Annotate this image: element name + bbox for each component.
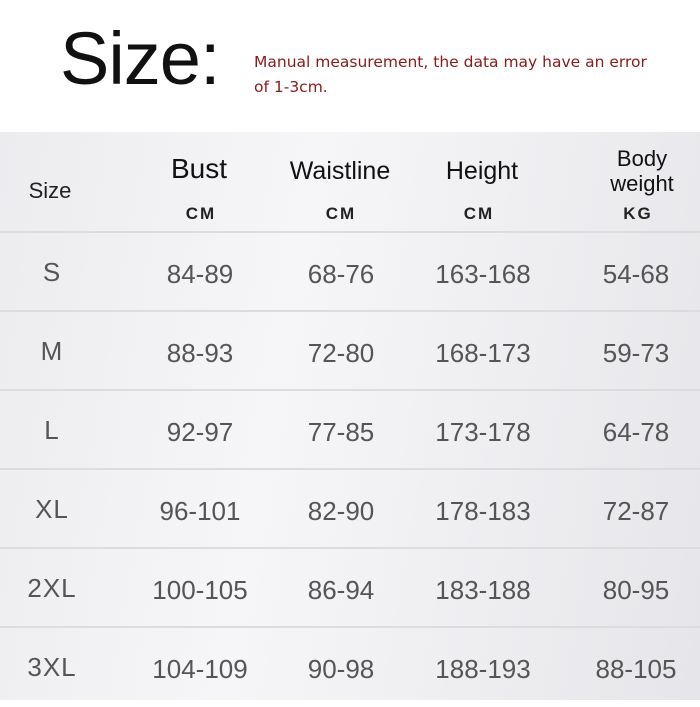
cell-size: S bbox=[42, 257, 62, 287]
cell-body-weight: 59-73 bbox=[602, 338, 670, 368]
cell-size: XL bbox=[35, 494, 69, 524]
cell-size: M bbox=[40, 336, 64, 366]
cell-height: 168-173 bbox=[435, 338, 531, 368]
header-body-weight-unit: KG bbox=[623, 204, 653, 223]
cell-size: 3XL bbox=[27, 652, 77, 682]
cell-body-weight: 80-95 bbox=[602, 575, 670, 605]
table-row: L 92-97 77-85 173-178 64-78 bbox=[0, 389, 700, 470]
header-bust-unit: CM bbox=[185, 204, 217, 223]
cell-waistline: 72-80 bbox=[307, 338, 375, 368]
cell-waistline: 90-98 bbox=[307, 654, 375, 684]
cell-height: 173-178 bbox=[435, 417, 531, 447]
cell-height: 188-193 bbox=[435, 654, 531, 684]
table-row: 2XL 100-105 86-94 183-188 80-95 bbox=[0, 547, 700, 628]
cell-bust: 88-93 bbox=[166, 338, 234, 368]
cell-bust: 92-97 bbox=[166, 417, 234, 447]
cell-size: 2XL bbox=[27, 573, 77, 603]
cell-body-weight: 54-68 bbox=[602, 259, 670, 289]
header-bust: Bust bbox=[170, 153, 228, 184]
measurement-note: Manual measurement, the data may have an… bbox=[254, 53, 647, 96]
table-row: XL 96-101 82-90 178-183 72-87 bbox=[0, 468, 700, 549]
cell-bust: 104-109 bbox=[152, 654, 248, 684]
page-title: Size: bbox=[60, 17, 221, 100]
header-waistline-unit: CM bbox=[325, 204, 357, 223]
cell-body-weight: 88-105 bbox=[595, 654, 677, 684]
header-height: Height bbox=[445, 157, 519, 185]
cell-size: L bbox=[44, 415, 60, 445]
header-height-unit: CM bbox=[463, 204, 495, 223]
cell-height: 178-183 bbox=[435, 496, 531, 526]
cell-height: 183-188 bbox=[435, 575, 531, 605]
table-header: Size Bust CM Waistline CM Height CM Body… bbox=[0, 132, 700, 232]
cell-body-weight: 64-78 bbox=[602, 417, 670, 447]
cell-waistline: 77-85 bbox=[307, 417, 375, 447]
header-waistline: Waistline bbox=[289, 157, 391, 185]
table-row: M 88-93 72-80 168-173 59-73 bbox=[0, 310, 700, 391]
cell-waistline: 82-90 bbox=[307, 496, 375, 526]
cell-body-weight: 72-87 bbox=[602, 496, 670, 526]
table-row: S 84-89 68-76 163-168 54-68 bbox=[0, 231, 700, 312]
cell-bust: 100-105 bbox=[152, 575, 248, 605]
size-table: Size Bust CM Waistline CM Height CM Body… bbox=[0, 132, 700, 700]
cell-waistline: 68-76 bbox=[307, 259, 375, 289]
cell-waistline: 86-94 bbox=[307, 575, 375, 605]
cell-bust: 84-89 bbox=[166, 259, 234, 289]
header-body-weight: Body weight bbox=[610, 146, 674, 196]
table-row: 3XL 104-109 90-98 188-193 88-105 bbox=[0, 626, 700, 707]
header-size: Size bbox=[28, 178, 72, 203]
cell-bust: 96-101 bbox=[159, 496, 241, 526]
cell-height: 163-168 bbox=[435, 259, 531, 289]
